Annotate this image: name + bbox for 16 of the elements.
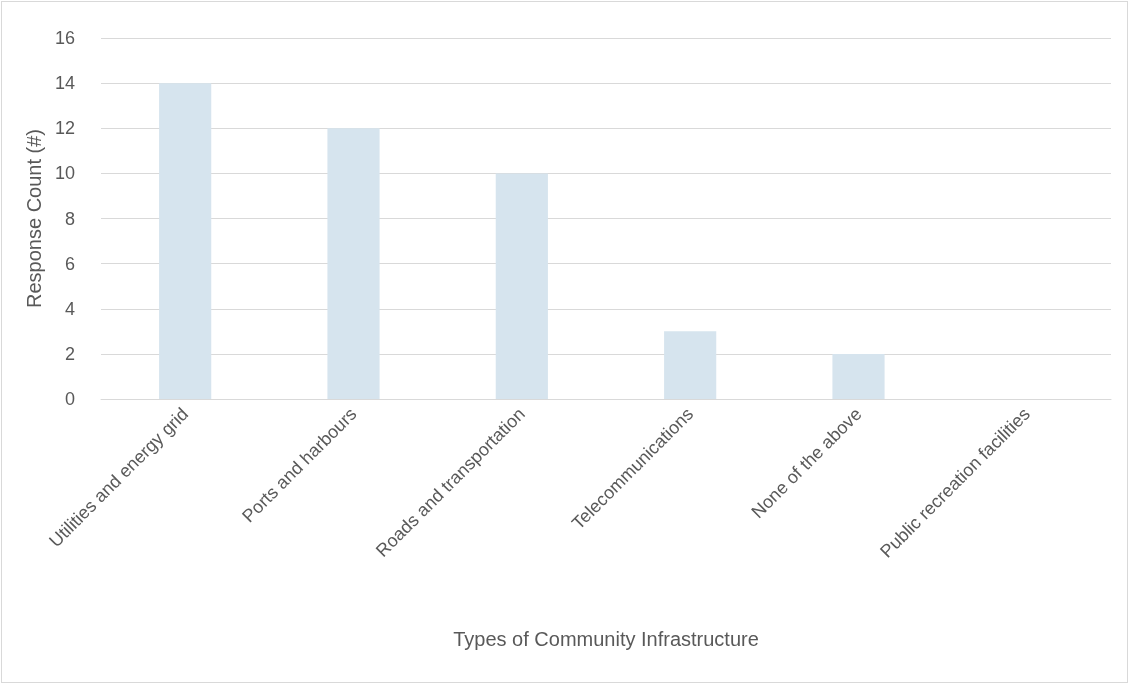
x-axis-title: Types of Community Infrastructure [453, 628, 759, 650]
bar [664, 331, 717, 399]
y-tick-label: 10 [54, 163, 75, 184]
bar [832, 353, 885, 399]
bar [327, 128, 380, 399]
y-tick-label: 16 [54, 28, 75, 48]
y-axis-title: Response Count (#) [23, 129, 46, 308]
y-tick-label: 0 [64, 389, 75, 409]
y-tick-label: 2 [64, 343, 75, 364]
y-tick-label: 8 [64, 208, 75, 229]
y-tick-label: 4 [64, 298, 75, 319]
y-tick-label: 6 [64, 253, 75, 274]
y-tick-label: 14 [54, 73, 75, 94]
bar [495, 173, 548, 399]
bar [159, 83, 212, 399]
y-tick-label: 12 [54, 118, 75, 139]
